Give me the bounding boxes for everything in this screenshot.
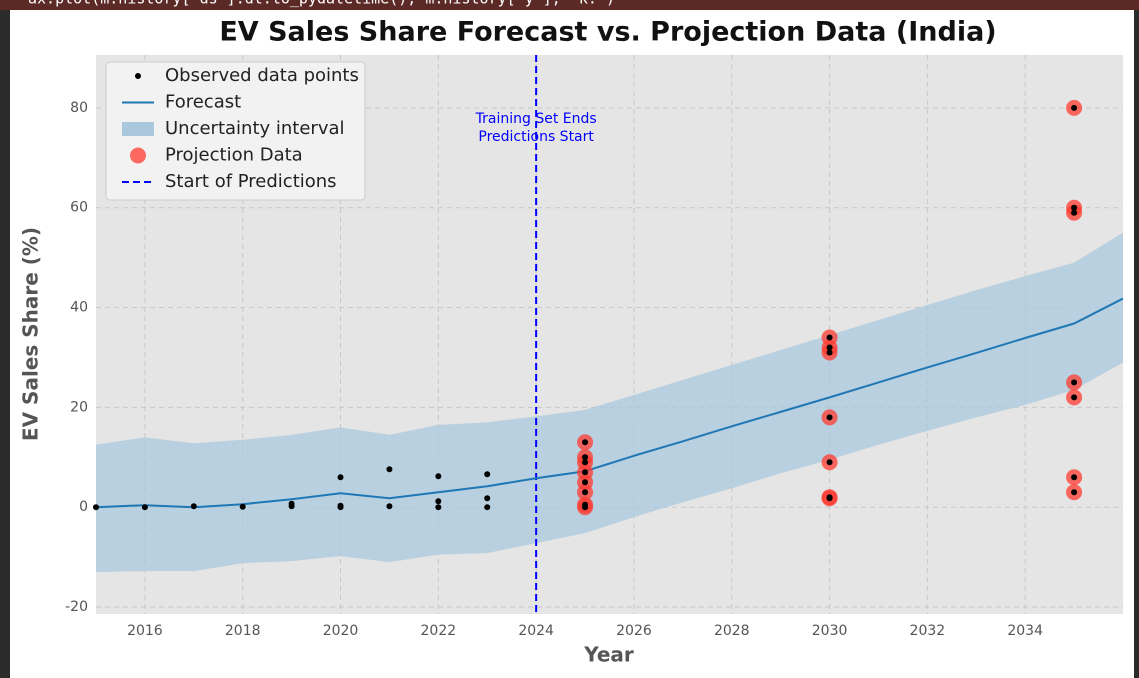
observed-point xyxy=(386,503,393,510)
legend-label: Uncertainty interval xyxy=(165,118,345,139)
legend-key xyxy=(135,73,141,79)
uncertainty-band xyxy=(96,232,1123,573)
y-tick-label: 80 xyxy=(70,100,88,116)
legend-label: Forecast xyxy=(165,92,241,113)
x-tick-label: 2024 xyxy=(518,623,554,639)
observed-point xyxy=(435,498,442,505)
observed-point xyxy=(582,489,589,496)
observed-point xyxy=(1071,379,1078,386)
chart-title: EV Sales Share Forecast vs. Projection D… xyxy=(219,17,996,48)
observed-point xyxy=(826,495,833,502)
y-axis-label: EV Sales Share (%) xyxy=(19,227,43,441)
observed-point xyxy=(1071,394,1078,401)
annotation: Predictions Start xyxy=(478,129,594,145)
x-tick-label: 2030 xyxy=(812,623,848,639)
y-tick-label: 60 xyxy=(70,200,88,216)
observed-point xyxy=(826,349,833,356)
legend-box xyxy=(105,61,366,201)
observed-point xyxy=(141,504,148,511)
observed-point xyxy=(435,473,442,480)
observed-point xyxy=(582,469,589,476)
observed-point xyxy=(826,459,833,466)
observed-point xyxy=(1071,204,1078,211)
observed-point xyxy=(826,344,833,351)
x-tick-label: 2022 xyxy=(421,623,457,639)
observed-point xyxy=(582,439,589,446)
y-tick-label: 20 xyxy=(70,399,88,415)
observed-point xyxy=(582,454,589,461)
observed-point xyxy=(337,474,344,481)
observed-point xyxy=(435,504,442,511)
annotation: Training Set Ends xyxy=(475,111,597,127)
code-strip xyxy=(0,0,1139,10)
observed-point xyxy=(582,459,589,466)
observed-point xyxy=(826,334,833,341)
observed-point xyxy=(1071,489,1078,496)
x-tick-label: 2020 xyxy=(323,623,359,639)
forecast-line xyxy=(95,297,1124,509)
code-line: ax.plot(m.history['ds'].dt.to_pydatetime… xyxy=(28,0,615,8)
x-tick-label: 2026 xyxy=(616,623,652,639)
y-tick-label: -20 xyxy=(65,599,88,615)
observed-point xyxy=(1071,104,1078,111)
observed-point xyxy=(288,500,295,507)
legend-label: Start of Predictions xyxy=(165,171,337,192)
y-tick-label: 0 xyxy=(79,499,88,515)
observed-point xyxy=(582,504,589,511)
x-tick-label: 2016 xyxy=(127,623,163,639)
observed-point xyxy=(1071,209,1078,216)
observed-point xyxy=(582,479,589,486)
observed-point xyxy=(93,504,99,511)
observed-point xyxy=(386,466,393,473)
legend-label: Observed data points xyxy=(165,65,359,86)
observed-point xyxy=(484,504,491,511)
legend: Observed data points Forecast Uncertainty … xyxy=(105,61,366,201)
legend-key xyxy=(130,147,146,164)
x-tick-label: 2032 xyxy=(910,623,946,639)
x-axis-label: Year xyxy=(583,643,634,667)
observed-point xyxy=(826,414,833,421)
observed-point xyxy=(190,503,197,510)
y-tick-label: 40 xyxy=(70,300,88,316)
observed-point xyxy=(337,502,344,509)
observed-point xyxy=(484,495,491,502)
observed-point xyxy=(484,471,491,478)
legend-key xyxy=(122,122,154,136)
x-tick-label: 2028 xyxy=(714,623,750,639)
x-tick-label: 2018 xyxy=(225,623,261,639)
legend-label: Projection Data xyxy=(165,145,303,166)
observed-point xyxy=(1071,474,1078,481)
observed-point xyxy=(239,503,246,510)
x-tick-label: 2034 xyxy=(1007,623,1043,639)
